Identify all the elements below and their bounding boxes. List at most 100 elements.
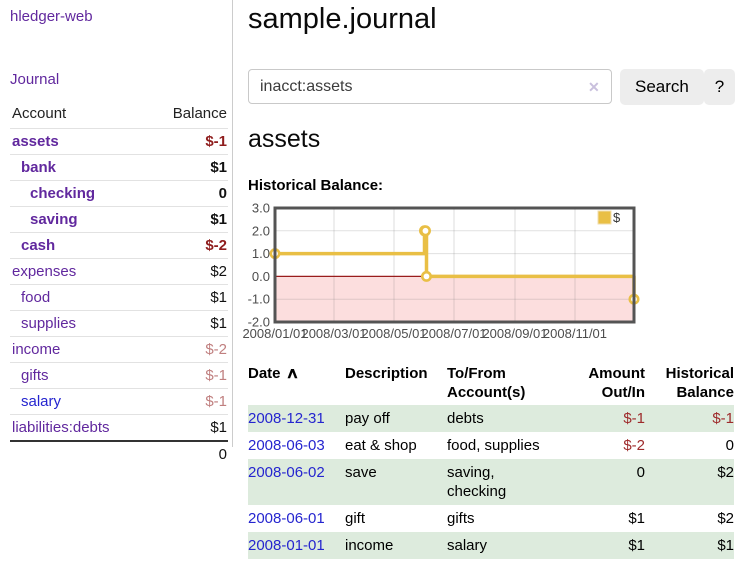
date-column-header[interactable]: Date ∧ (248, 365, 299, 382)
accounts-column-header: Account (12, 105, 67, 122)
negative-region (275, 276, 634, 322)
account-row: assets $-1 (10, 128, 228, 155)
account-link[interactable]: food (21, 289, 51, 306)
accounts-total-row: 0 (10, 440, 228, 467)
transaction-amount: 0 (555, 459, 645, 505)
help-button[interactable]: ? (704, 69, 735, 105)
data-point-marker (420, 270, 432, 282)
transaction-date-link[interactable]: 2008-06-03 (248, 437, 325, 454)
account-row: bank $1 (10, 154, 228, 181)
transaction-description: eat & shop (345, 437, 417, 454)
account-heading: assets (248, 125, 321, 153)
transaction-accounts: saving, checking (447, 459, 555, 505)
transaction-date-link[interactable]: 2008-06-02 (248, 464, 325, 481)
search-button[interactable]: Search (620, 69, 704, 105)
account-link[interactable]: liabilities:debts (12, 419, 110, 436)
transaction-row[interactable]: 2008-06-03 eat & shop food, supplies $-2 0 (248, 432, 734, 459)
account-row: liabilities:debts $1 (10, 414, 228, 441)
account-link[interactable]: expenses (12, 263, 77, 280)
account-link[interactable]: gifts (21, 367, 49, 384)
account-balance: $1 (148, 414, 228, 441)
search-input[interactable] (248, 69, 612, 104)
sidebar: hledger-web Journal Account Balance asse… (0, 0, 233, 467)
x-tick-label: 2008/11/01 (543, 326, 607, 341)
x-tick-label: 2008/01/01 (242, 326, 307, 341)
transaction-accounts: salary (447, 532, 555, 559)
chart-title: Historical Balance: (248, 177, 384, 194)
transaction-accounts: debts (447, 405, 555, 432)
account-link[interactable]: bank (21, 159, 57, 176)
account-row: gifts $-1 (10, 362, 228, 389)
legend-swatch (597, 210, 612, 225)
accounts-total-value: 0 (148, 440, 228, 467)
y-tick-label: 2.0 (252, 223, 270, 238)
transaction-amount: $-1 (555, 405, 645, 432)
account-link[interactable]: supplies (21, 315, 77, 332)
transaction-row[interactable]: 2008-06-01 gift gifts $1 $2 (248, 505, 734, 532)
account-row: expenses $2 (10, 258, 228, 285)
account-balance: $1 (148, 284, 228, 311)
account-link[interactable]: income (12, 341, 61, 358)
y-tick-label: -1.0 (248, 292, 270, 307)
transaction-amount: $-2 (623, 437, 645, 454)
account-row: saving $1 (10, 206, 228, 233)
account-balance: $2 (148, 258, 228, 285)
legend-label: $ (613, 210, 621, 225)
account-balance: $-2 (148, 336, 228, 363)
account-row: cash $-2 (10, 232, 228, 259)
transaction-amount: $1 (628, 510, 645, 527)
transaction-balance: $2 (645, 459, 734, 505)
balance-column-header-main: Historical Balance (665, 365, 734, 401)
account-link[interactable]: salary (21, 393, 62, 410)
account-row: income $-2 (10, 336, 228, 363)
transaction-description: save (345, 459, 447, 505)
y-tick-label: -2.0 (248, 315, 270, 330)
account-balance: $1 (148, 310, 228, 337)
y-tick-label: 1.0 (252, 246, 270, 261)
account-row: supplies $1 (10, 310, 228, 337)
account-balance: $-1 (148, 128, 228, 155)
transaction-balance: $-1 (645, 405, 734, 432)
transaction-balance: 0 (725, 437, 734, 454)
account-link[interactable]: cash (21, 237, 56, 254)
amount-column-header: Amount Out/In (588, 365, 645, 401)
page-title: sample.journal (248, 3, 437, 35)
account-balance: $1 (148, 206, 228, 233)
description-column-header: Description (345, 365, 428, 382)
y-tick-label: 0.0 (252, 269, 270, 284)
transaction-date-link[interactable]: 2008-06-01 (248, 510, 325, 527)
account-balance: $-2 (148, 232, 228, 259)
x-tick-label: 2008/05/01 (361, 326, 426, 341)
account-link[interactable]: checking (30, 185, 96, 202)
transaction-date-link[interactable]: 2008-12-31 (248, 410, 325, 427)
account-row: salary $-1 (10, 388, 228, 415)
x-tick-label: 2008/09/01 (482, 326, 547, 341)
y-tick-label: 3.0 (252, 202, 270, 216)
sort-ascending-icon: ∧ (285, 365, 299, 382)
transaction-date-link[interactable]: 2008-01-01 (248, 537, 325, 554)
historical-balance-chart: $3.0 2.0 1.0 0.0 -1.0 -2.0 2008/01/01 2008/03/0… (240, 201, 740, 348)
transaction-description: income (345, 532, 447, 559)
clear-search-icon[interactable]: ✕ (588, 79, 600, 95)
account-link[interactable]: assets (12, 133, 59, 150)
transaction-row[interactable]: 2008-06-02 save saving, checking 0 $2 (248, 459, 734, 505)
transaction-amount: $1 (555, 532, 645, 559)
transaction-description: gift (345, 510, 366, 527)
account-balance: $-1 (148, 362, 228, 389)
register-table: Date ∧ Description To/From Account(s) Amo… (248, 361, 734, 559)
transaction-balance: $2 (717, 510, 734, 527)
x-tick-label: 2008/07/01 (421, 326, 486, 341)
sidebar-item-journal[interactable]: Journal (10, 71, 60, 88)
account-balance-table: Account Balance assets $-1 bank $1 checking 0… (10, 101, 228, 467)
accounts-column-header-main: To/From Account(s) (447, 365, 526, 401)
account-row: checking 0 (10, 180, 228, 207)
account-balance: $1 (148, 154, 228, 181)
app-brand-link[interactable]: hledger-web (10, 8, 93, 25)
transaction-row[interactable]: 2008-01-01 income salary $1 $1 (248, 532, 734, 559)
account-balance: $-1 (148, 388, 228, 415)
transaction-accounts: food, supplies (447, 437, 540, 454)
transaction-row[interactable]: 2008-12-31 pay off debts $-1 $-1 (248, 405, 734, 432)
plot-border (273, 206, 636, 324)
x-tick-label: 2008/03/01 (301, 326, 366, 341)
account-link[interactable]: saving (30, 211, 78, 228)
